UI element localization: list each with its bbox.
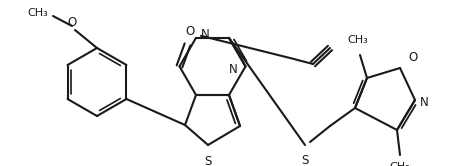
Text: CH₃: CH₃ (390, 162, 410, 166)
Text: S: S (204, 155, 212, 166)
Text: CH₃: CH₃ (27, 8, 48, 18)
Text: N: N (201, 28, 210, 41)
Text: O: O (408, 51, 417, 64)
Text: O: O (67, 15, 77, 29)
Text: O: O (185, 25, 194, 38)
Text: N: N (229, 63, 237, 76)
Text: S: S (301, 154, 309, 166)
Text: N: N (420, 96, 429, 110)
Text: CH₃: CH₃ (348, 35, 368, 45)
